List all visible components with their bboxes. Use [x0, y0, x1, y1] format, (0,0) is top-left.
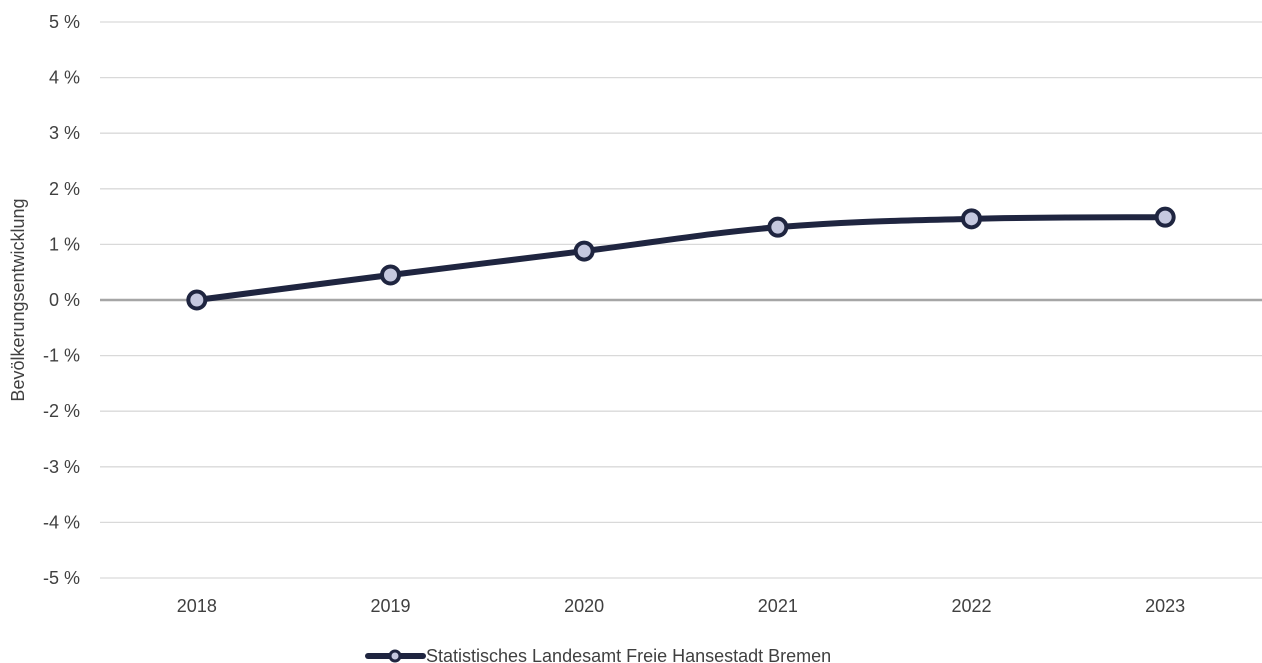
x-tick-label: 2022: [951, 596, 991, 616]
y-tick-label: -1 %: [43, 346, 80, 366]
y-tick-label: -3 %: [43, 457, 80, 477]
x-tick-labels: 2018 2019 2020 2021 2022 2023: [177, 596, 1185, 616]
series: [186, 206, 1176, 311]
x-tick-label: 2018: [177, 596, 217, 616]
x-tick-label: 2021: [758, 596, 798, 616]
y-tick-label: 2 %: [49, 179, 80, 199]
x-tick-label: 2023: [1145, 596, 1185, 616]
y-axis-title: Bevölkerungsentwicklung: [8, 198, 28, 401]
legend-marker-swatch: [388, 649, 402, 663]
y-tick-label: -4 %: [43, 512, 80, 532]
y-tick-label: 4 %: [49, 68, 80, 88]
data-point[interactable]: [573, 240, 595, 262]
data-point[interactable]: [186, 289, 208, 311]
y-tick-label: 1 %: [49, 234, 80, 254]
y-tick-label: -2 %: [43, 401, 80, 421]
x-tick-label: 2019: [370, 596, 410, 616]
y-tick-label: 3 %: [49, 123, 80, 143]
data-point[interactable]: [767, 216, 789, 238]
y-tick-label: -5 %: [43, 568, 80, 588]
x-tick-label: 2020: [564, 596, 604, 616]
y-tick-labels: 5 % 4 % 3 % 2 % 1 % 0 % -1 % -2 % -3 % -4 % -5 %: [43, 12, 80, 588]
gridlines: [100, 21, 1262, 579]
y-tick-label: 0 %: [49, 290, 80, 310]
data-point[interactable]: [1154, 206, 1176, 228]
data-point[interactable]: [380, 264, 401, 286]
legend-label: Statistisches Landesamt Freie Hansestadt…: [426, 646, 831, 663]
legend[interactable]: Statistisches Landesamt Freie Hansestadt…: [365, 646, 831, 663]
y-tick-label: 5 %: [49, 12, 80, 32]
data-point[interactable]: [961, 208, 982, 230]
series-line: [193, 214, 1169, 303]
